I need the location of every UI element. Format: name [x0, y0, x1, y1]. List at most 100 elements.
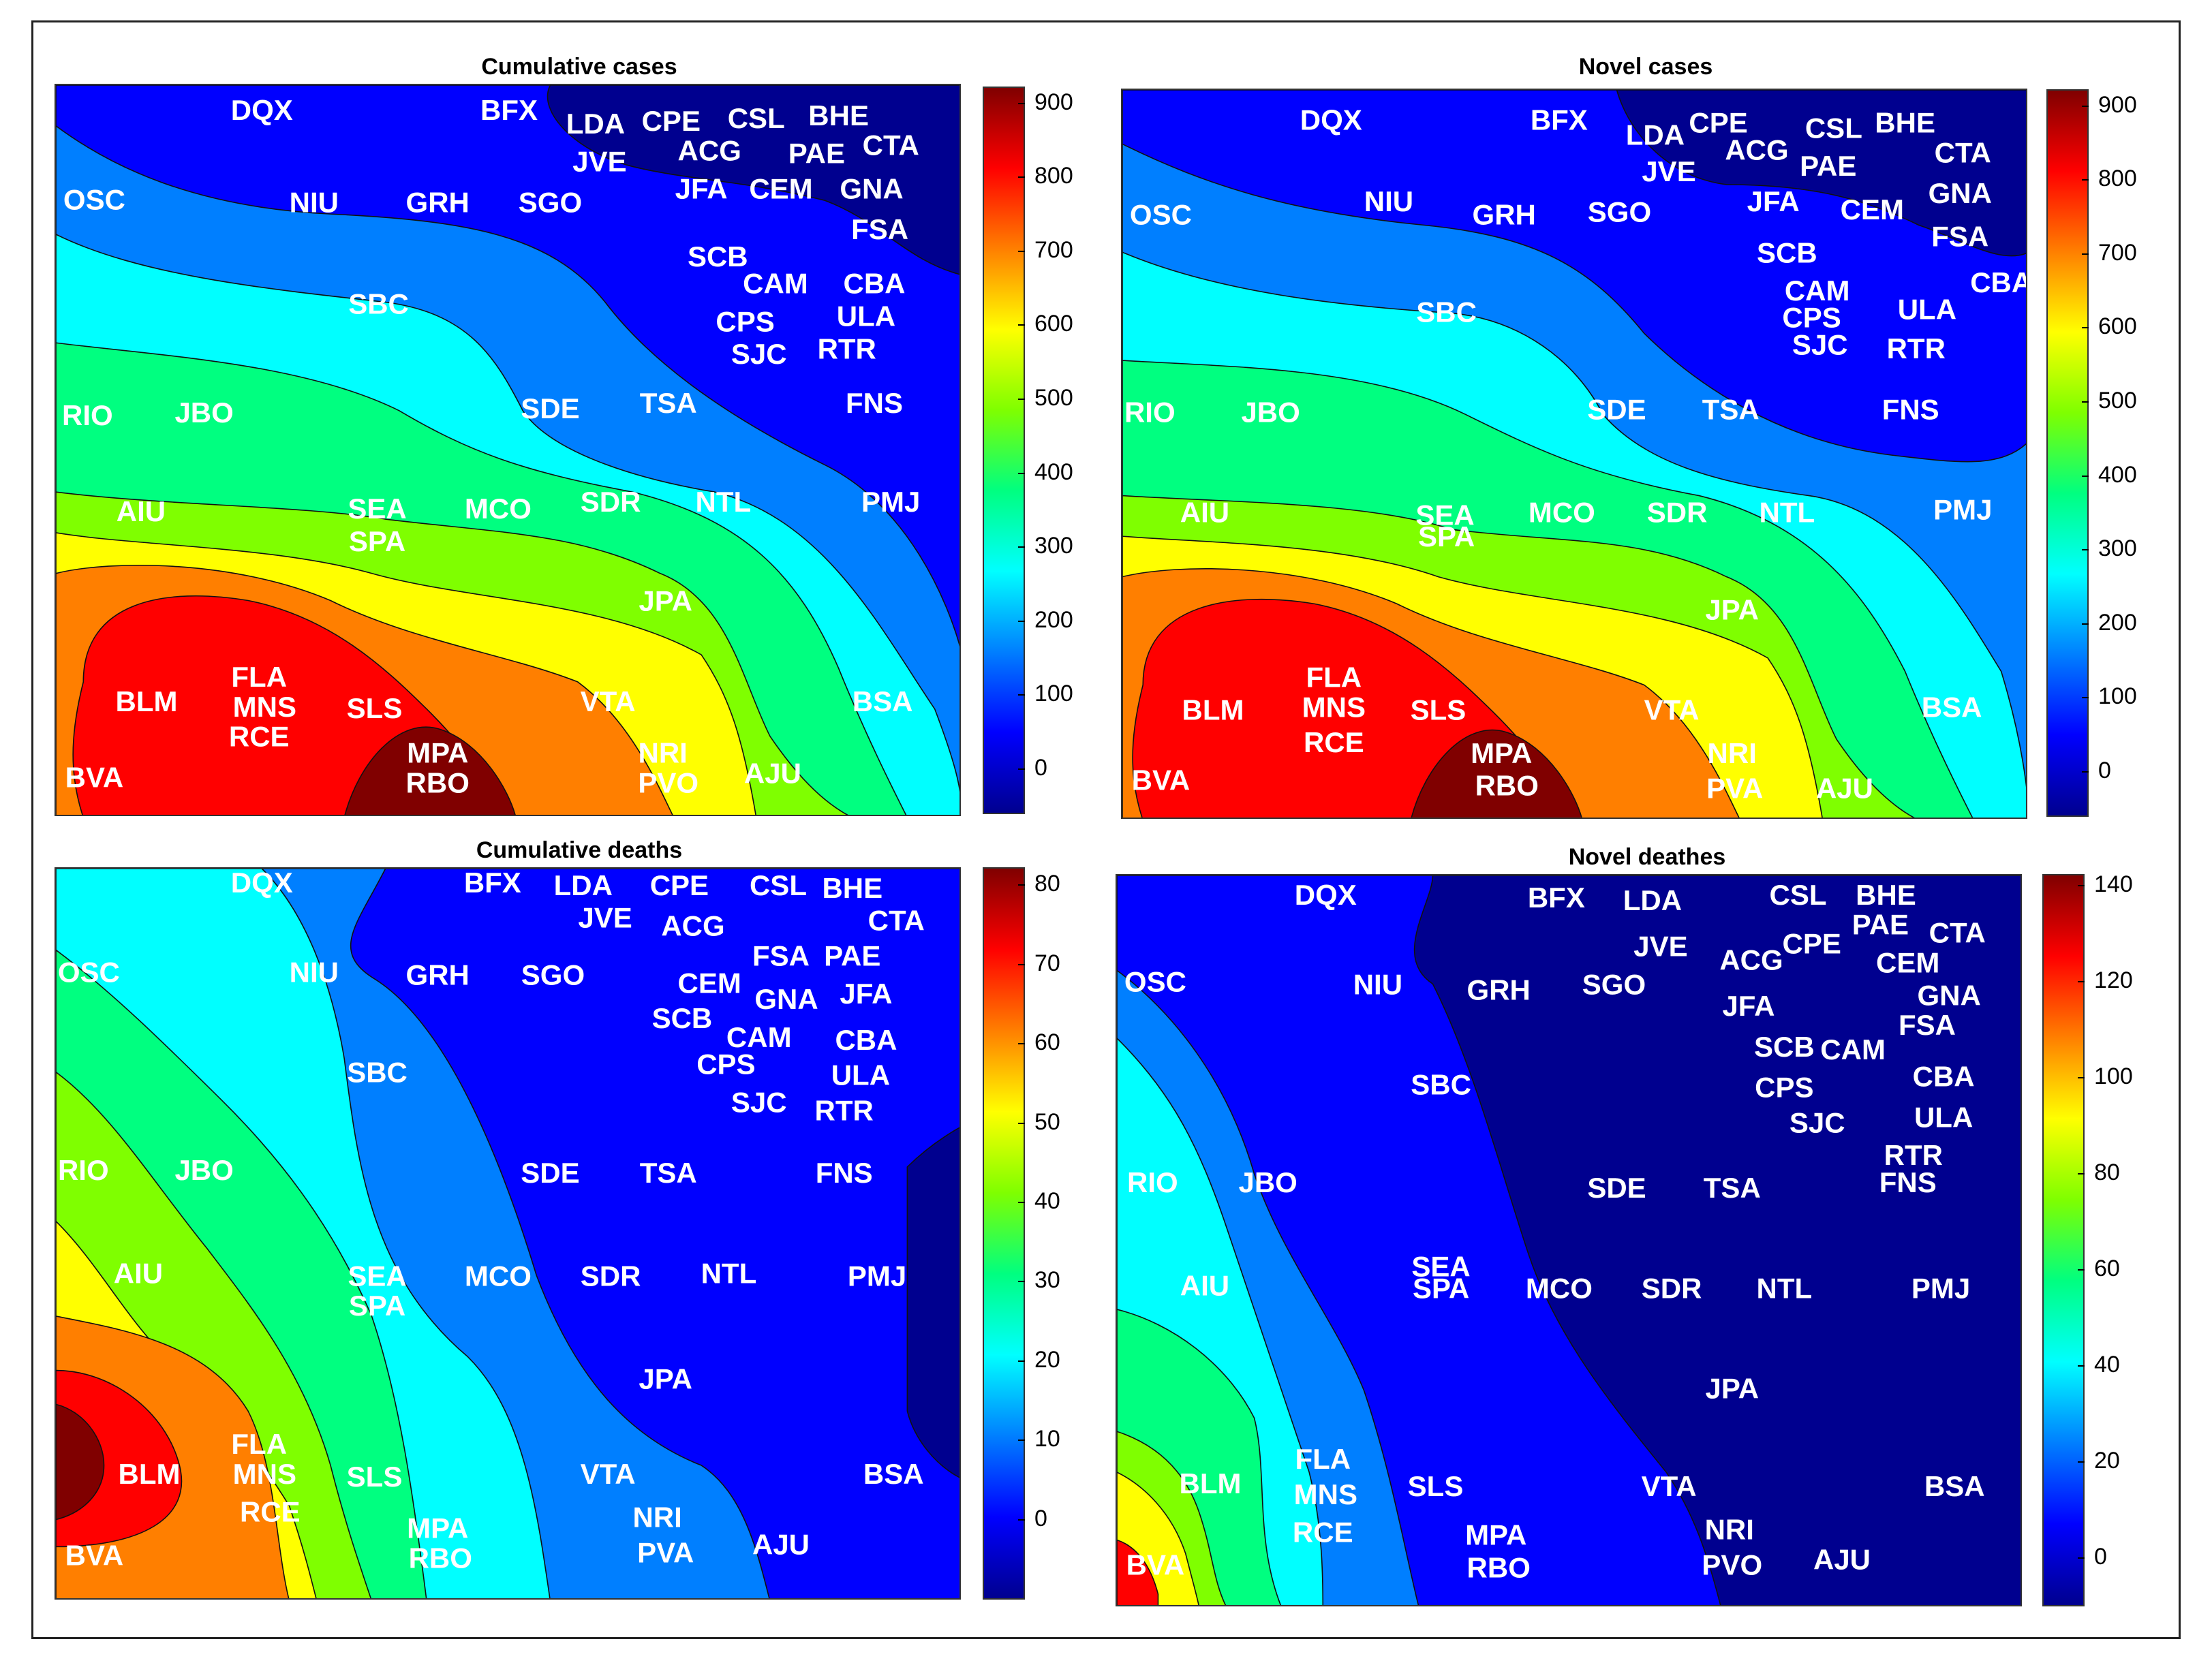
- colorbar-tick-label: 0: [2098, 757, 2111, 783]
- station-label-cpe: CPE: [1689, 107, 1747, 139]
- colorbar-tick-label: 30: [1034, 1267, 1060, 1294]
- station-label-bva: BVA: [1132, 764, 1191, 796]
- station-label-sde: SDE: [521, 1157, 579, 1189]
- station-label-vta: VTA: [1644, 694, 1700, 726]
- station-label-dqx: DQX: [1295, 879, 1357, 911]
- station-label-sea: SEA: [1415, 499, 1474, 531]
- station-label-sde: SDE: [1587, 1172, 1646, 1204]
- colorbar-tick-mark: [1018, 1122, 1025, 1124]
- station-label-bfx: BFX: [480, 94, 538, 126]
- colorbar-tick-mark: [1018, 694, 1025, 696]
- station-label-fns: FNS: [816, 1157, 873, 1189]
- contour-plot: DQX BFX LDA CPE CSL BHE JVE ACG PAE CTA OSC NIU GRH S…: [1121, 89, 2027, 819]
- station-label-pae: PAE: [1800, 150, 1856, 182]
- colorbar-tick-label: 70: [1034, 950, 1060, 976]
- station-label-lda: LDA: [554, 869, 613, 901]
- colorbar-tick-label: 500: [2098, 388, 2137, 414]
- colorbar: 0 20 40 60 80 100 120 140: [2042, 871, 2133, 1606]
- station-label-mco: MCO: [1526, 1272, 1593, 1304]
- station-label-sea: SEA: [1411, 1250, 1470, 1282]
- station-label-gna: GNA: [1918, 979, 1981, 1011]
- station-label-osc: OSC: [63, 183, 125, 215]
- station-label-gna: GNA: [840, 172, 903, 204]
- panel-title: Cumulative cases: [481, 54, 677, 80]
- colorbar-tick-mark: [2078, 1269, 2085, 1271]
- station-label-pmj: PMJ: [1933, 493, 1992, 525]
- station-label-gna: GNA: [1929, 177, 1992, 209]
- station-label-sbc: SBC: [347, 1057, 408, 1089]
- station-label-scb: SCB: [652, 1002, 713, 1034]
- colorbar-tick-mark: [2082, 549, 2089, 551]
- station-label-ula: ULA: [831, 1059, 890, 1091]
- station-label-niu: NIU: [290, 956, 339, 988]
- colorbar-tick-label: 120: [2094, 967, 2133, 993]
- station-label-dqx: DQX: [1300, 104, 1362, 136]
- station-label-sgo: SGO: [1588, 196, 1651, 228]
- colorbar-tick-mark: [1018, 1440, 1025, 1442]
- colorbar-gradient: [984, 869, 1024, 1598]
- station-label-sgo: SGO: [1582, 968, 1646, 1000]
- station-label-mns: MNS: [233, 1458, 296, 1490]
- station-label-jbo: JBO: [174, 1154, 233, 1186]
- colorbar-tick-mark: [1018, 1043, 1025, 1045]
- station-label-mpa: MPA: [407, 1512, 468, 1544]
- colorbar-tick-label: 800: [2098, 166, 2137, 192]
- panel-cumulative-deaths: Cumulative deaths DQX BFX LDA CPE CSL BHE JVE A…: [55, 835, 1104, 1604]
- station-label-cem: CEM: [1841, 193, 1904, 225]
- station-label-acg: ACG: [678, 135, 741, 167]
- panel-cumulative-cases: Cumulative cases DQX BFX LDA CPE CSL BHE JVE AC…: [55, 51, 1104, 821]
- panel-title: Novel cases: [1578, 54, 1713, 80]
- station-label-spa: SPA: [349, 525, 405, 557]
- station-label-csl: CSL: [1770, 879, 1827, 911]
- station-label-csl: CSL: [1805, 112, 1862, 144]
- station-label-cem: CEM: [1876, 946, 1939, 978]
- station-label-pmj: PMJ: [861, 486, 920, 518]
- colorbar-tick-mark: [2078, 1076, 2085, 1078]
- colorbar-tick-mark: [2082, 401, 2089, 403]
- station-label-cta: CTA: [868, 905, 925, 937]
- station-label-rtr: RTR: [815, 1094, 874, 1126]
- station-label-sgo: SGO: [519, 186, 582, 218]
- station-label-aju: AJU: [752, 1528, 810, 1560]
- station-label-pvo: PVO: [1702, 1549, 1762, 1581]
- colorbar-tick-mark: [2078, 1461, 2085, 1463]
- colorbar-tick-label: 200: [1034, 606, 1073, 633]
- station-label-nri: NRI: [1705, 1514, 1754, 1546]
- station-label-lda: LDA: [566, 108, 625, 140]
- contour-bands: [56, 869, 959, 1598]
- station-label-tsa: TSA: [640, 387, 697, 419]
- station-label-jbo: JBO: [174, 396, 233, 429]
- station-label-acg: ACG: [1719, 944, 1783, 976]
- station-label-rce: RCE: [229, 721, 290, 753]
- station-label-aiu: AIU: [114, 1257, 163, 1289]
- station-label-sjc: SJC: [731, 338, 787, 370]
- station-label-sjc: SJC: [731, 1086, 787, 1118]
- station-label-cam: CAM: [1785, 275, 1850, 307]
- station-label-ntl: NTL: [1760, 496, 1815, 528]
- station-label-cba: CBA: [844, 268, 906, 300]
- station-label-nri: NRI: [632, 1501, 681, 1534]
- contour-map: DQX BFX LDA CPE CSL BHE JVE ACG CTA OSC NIU GRH SGO C…: [56, 869, 959, 1598]
- station-label-aju: AJU: [744, 757, 801, 789]
- station-label-bfx: BFX: [1531, 104, 1588, 136]
- station-label-fla: FLA: [1295, 1443, 1351, 1475]
- station-label-vta: VTA: [581, 1458, 636, 1490]
- station-label-cam: CAM: [726, 1021, 792, 1053]
- colorbar-tick-mark: [1018, 963, 1025, 965]
- panel-title: Novel deathes: [1568, 844, 1726, 870]
- station-label-sde: SDE: [1587, 394, 1646, 426]
- station-label-pae: PAE: [1852, 909, 1909, 941]
- colorbar-tick-mark: [2082, 697, 2089, 699]
- colorbar-tick-mark: [2078, 885, 2085, 887]
- station-label-rce: RCE: [1304, 726, 1364, 758]
- station-label-nri: NRI: [1708, 737, 1757, 769]
- station-label-cps: CPS: [716, 305, 774, 337]
- station-label-aju: AJU: [1816, 772, 1873, 804]
- station-label-ntl: NTL: [701, 1257, 757, 1289]
- station-label-bsa: BSA: [1922, 691, 1982, 723]
- colorbar-tick-label: 0: [1034, 754, 1047, 781]
- colorbar-tick-label: 40: [2094, 1351, 2120, 1378]
- colorbar-tick-label: 900: [2098, 91, 2137, 118]
- station-label-sls: SLS: [1408, 1470, 1464, 1502]
- station-label-jve: JVE: [1633, 931, 1687, 963]
